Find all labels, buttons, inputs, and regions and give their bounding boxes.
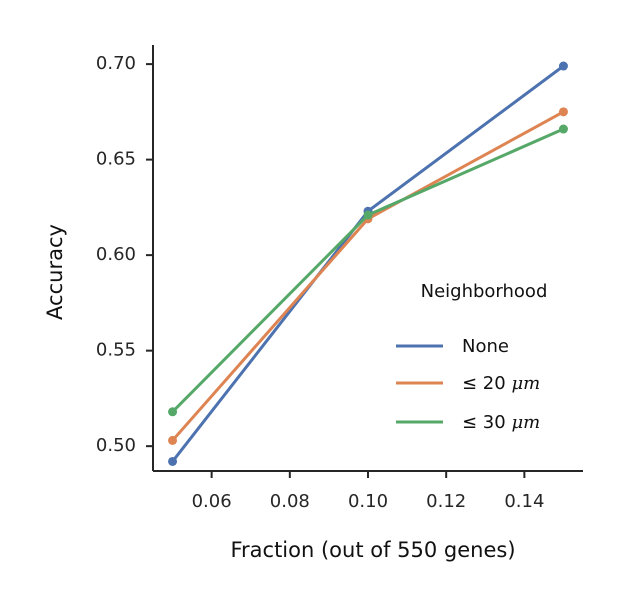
x-tick-label: 0.12 xyxy=(426,491,466,512)
y-tick-label: 0.60 xyxy=(96,244,136,265)
y-tick-label: 0.55 xyxy=(96,340,136,361)
series-layer xyxy=(168,61,568,466)
legend-label-none: None xyxy=(462,336,509,357)
y-tick-label: 0.65 xyxy=(96,149,136,170)
data-point xyxy=(168,435,178,445)
y-tick-label: 0.50 xyxy=(96,435,136,456)
x-axis-ticks: 0.06 0.08 0.10 0.12 0.14 xyxy=(192,471,544,512)
data-point xyxy=(168,456,178,466)
data-point xyxy=(558,124,568,134)
legend-label-30um: ≤ 30 μm xyxy=(462,412,540,433)
x-tick-label: 0.10 xyxy=(348,491,388,512)
data-point xyxy=(168,407,178,417)
data-point xyxy=(558,107,568,117)
y-tick-label: 0.70 xyxy=(96,53,136,74)
legend: Neighborhood None ≤ 20 μm ≤ 30 μm xyxy=(396,281,547,433)
legend-label-20um: ≤ 20 μm xyxy=(462,373,540,394)
x-tick-label: 0.06 xyxy=(192,491,232,512)
y-axis-label: Accuracy xyxy=(43,224,67,320)
series-line xyxy=(171,127,565,413)
x-tick-label: 0.14 xyxy=(504,491,544,512)
data-point xyxy=(558,61,568,71)
data-point xyxy=(363,210,373,220)
legend-title: Neighborhood xyxy=(421,281,548,302)
y-axis-ticks: 0.50 0.55 0.60 0.65 0.70 xyxy=(96,53,153,456)
x-axis-label: Fraction (out of 550 genes) xyxy=(230,538,515,562)
series-line xyxy=(171,64,565,463)
x-tick-label: 0.08 xyxy=(270,491,310,512)
